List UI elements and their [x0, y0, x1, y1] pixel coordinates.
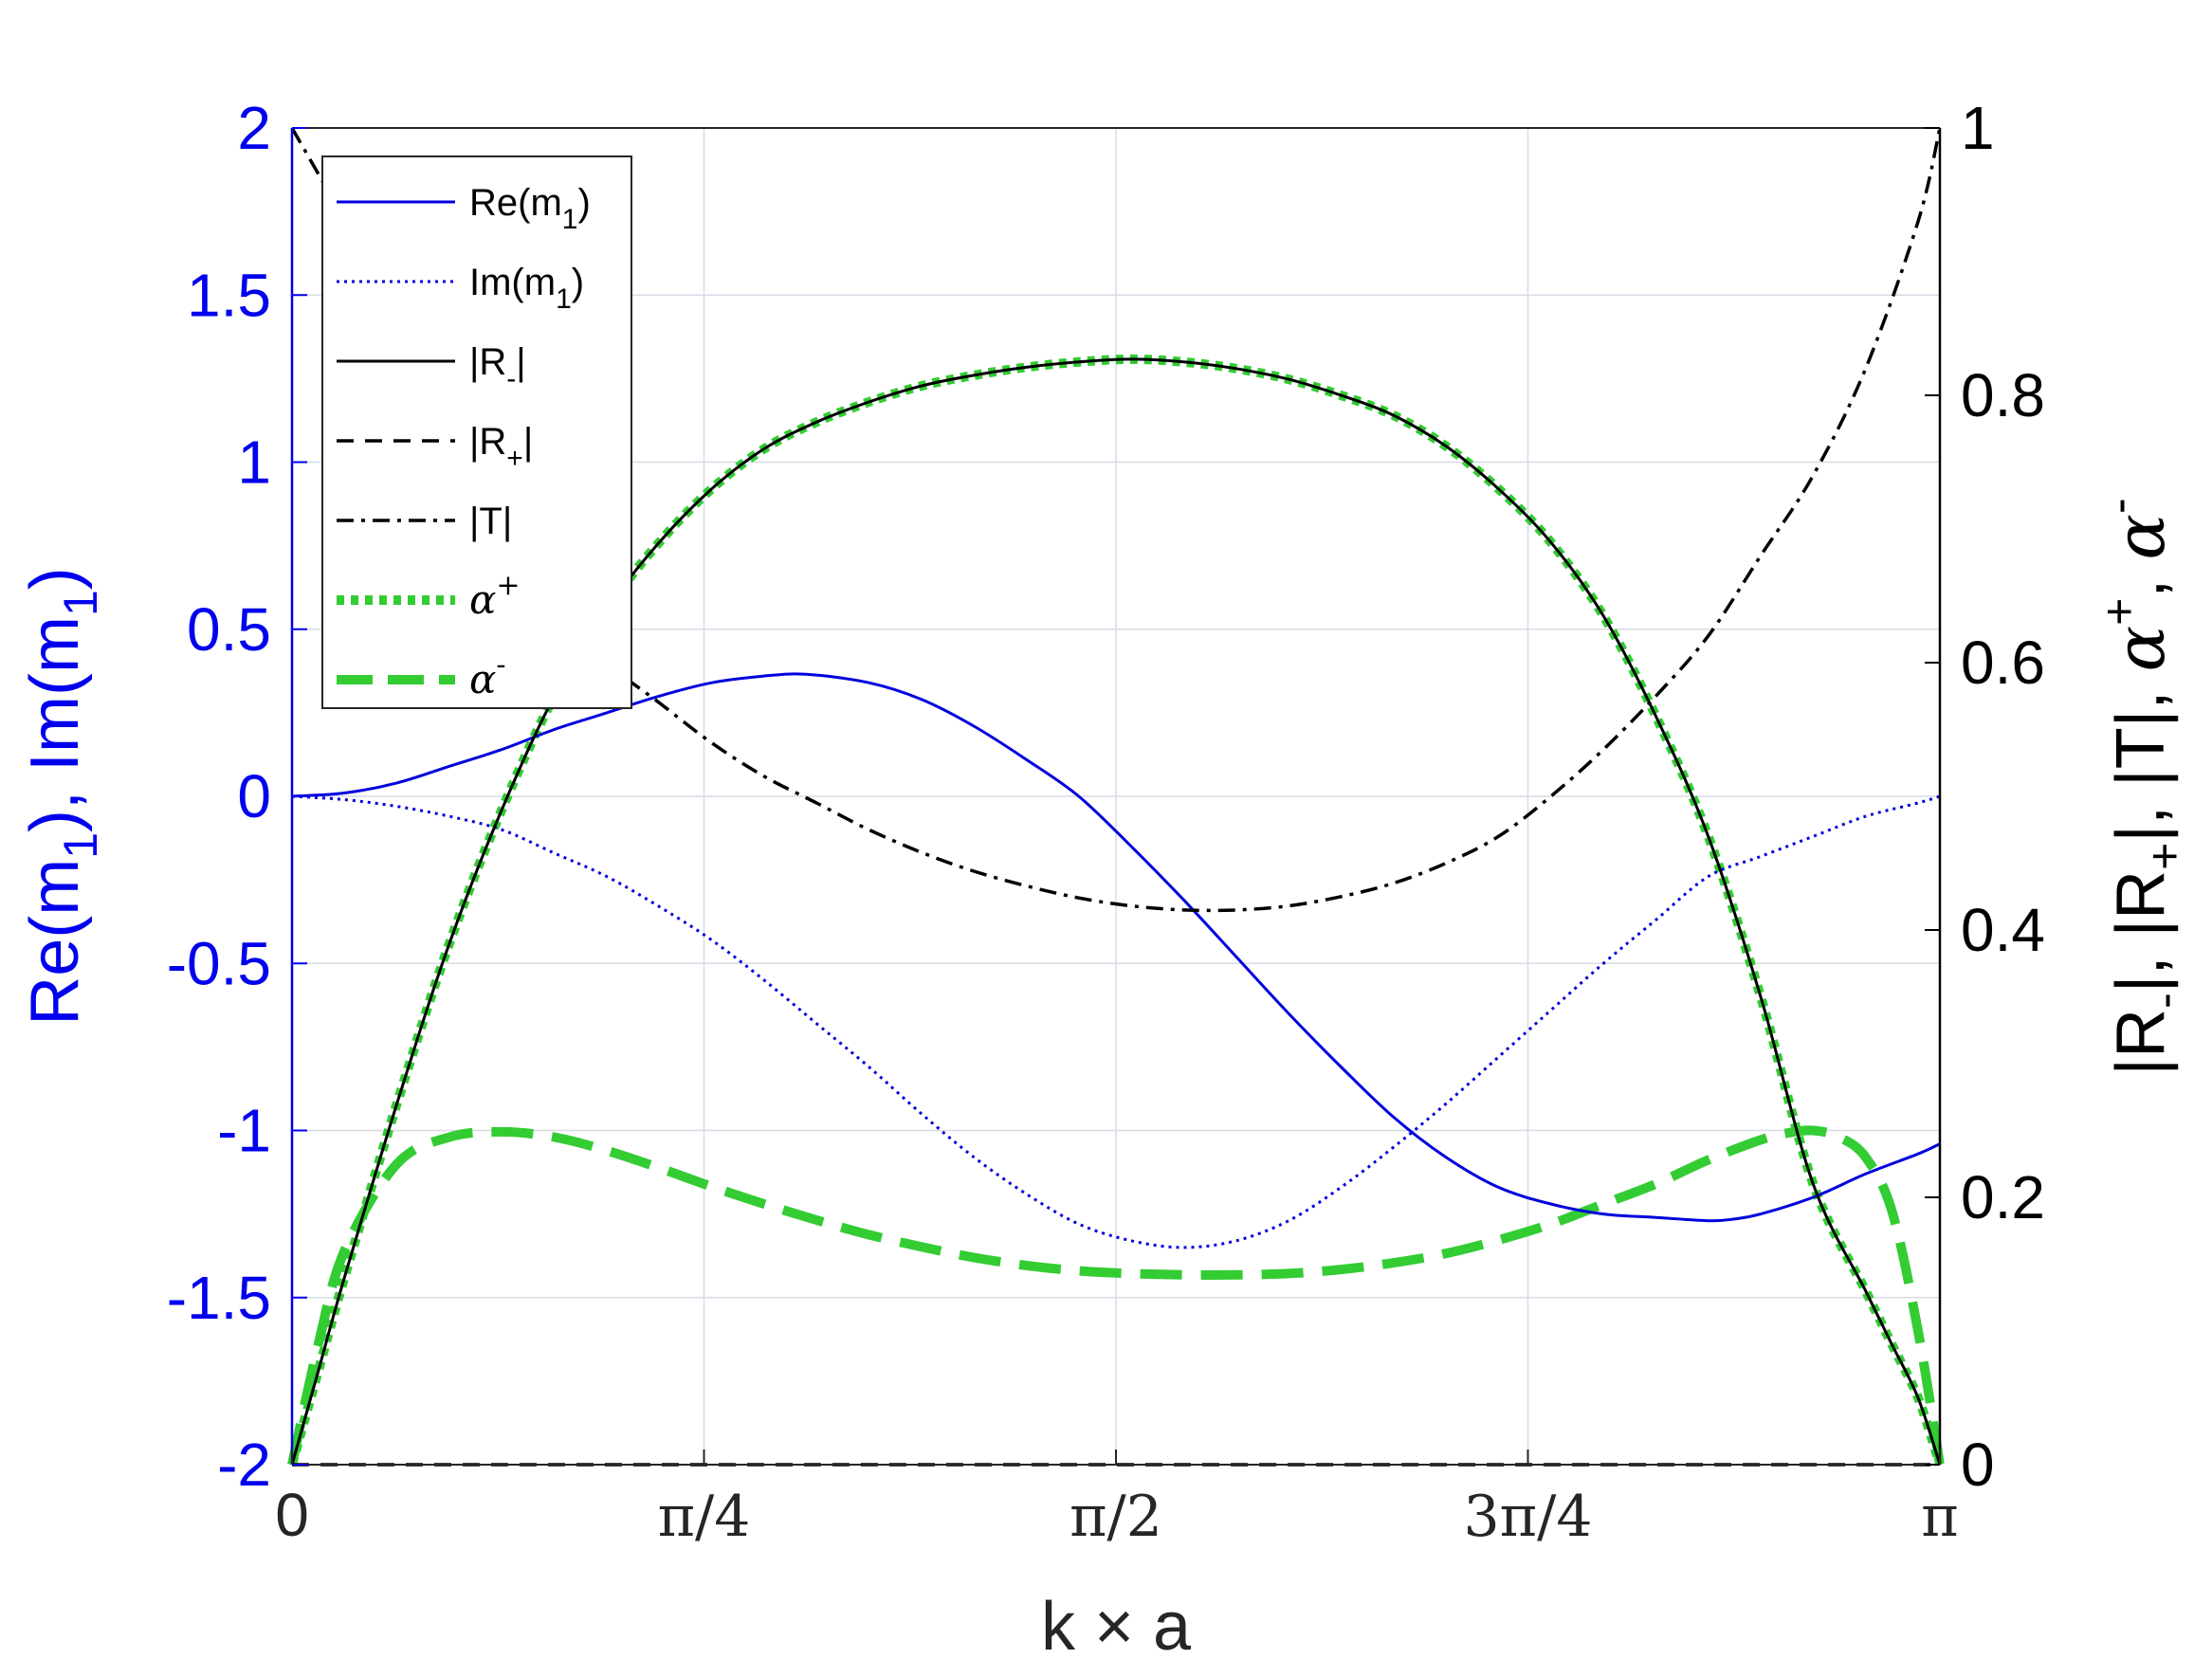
legend-label-1: Im(m1) — [469, 262, 584, 315]
legend-label-6: α- — [469, 648, 506, 702]
left-tick-label-1: 1.5 — [187, 261, 271, 329]
right-axis-title-part-9: - — [2093, 498, 2146, 514]
left-tick-label-3: 0.5 — [187, 595, 271, 664]
right-axis-title-part-4: |, |T|, — [2103, 672, 2179, 843]
legend-label-main-4: |T| — [469, 501, 512, 542]
left-axis-title: Re(m1), Im(m1) — [17, 567, 107, 1026]
x-tick-label-0: 0 — [275, 1481, 309, 1549]
legend-box — [321, 155, 632, 709]
right-tick-label-0: 1 — [1961, 94, 1995, 162]
series-line-4 — [290, 127, 1942, 913]
legend-label-sup-5: + — [496, 569, 520, 602]
legend-label-0: Re(m1) — [469, 182, 591, 235]
legend-label-main-2: |R — [469, 341, 506, 383]
left-tick-label-0: 2 — [237, 94, 271, 162]
right-axis-title-part-0: |R — [2103, 1009, 2179, 1076]
legend-label-main-1: Im(m — [469, 262, 556, 303]
right-axis-title: |R-|, |R+|, |T|, α+, α- — [2093, 498, 2191, 1075]
right-tick-label-4: 0.2 — [1961, 1163, 2045, 1231]
legend-label-3: |R+| — [469, 421, 533, 474]
legend-label-sub-2: - — [506, 363, 516, 394]
left-tick-label-2: 1 — [237, 428, 271, 497]
right-tick-label-1: 0.8 — [1961, 361, 2045, 429]
legend-label-tail-1: ) — [572, 262, 584, 303]
left-tick-label-6: -1 — [217, 1097, 271, 1165]
left-axis-title-part-2: ), Im(m — [17, 616, 93, 832]
left-axis-title-part-0: Re(m — [17, 859, 93, 1026]
right-tick-label-2: 0.6 — [1961, 629, 2045, 697]
legend-label-main-5: α — [469, 576, 496, 623]
left-tick-label-5: -0.5 — [167, 929, 271, 997]
legend-label-sup-6: - — [496, 648, 505, 682]
legend-label-tail-3: | — [523, 421, 533, 463]
legend-label-sub-1: 1 — [556, 283, 572, 315]
legend: Re(m1)Im(m1)|R-||R+||T|α+α- — [321, 155, 632, 709]
right-axis-title-part-5: α — [2100, 626, 2180, 672]
right-axis-title-part-7: , — [2103, 560, 2179, 598]
series-line-1 — [291, 794, 1941, 1249]
left-axis-title-part-3: 1 — [54, 590, 107, 616]
right-axis-title-part-2: |, |R — [2103, 870, 2179, 993]
legend-label-sub-3: + — [506, 443, 523, 474]
series-line-2 — [290, 357, 1942, 1466]
right-tick-label-3: 0.4 — [1961, 896, 2045, 964]
right-axis-title-part-3: + — [2138, 843, 2191, 870]
x-tick-label-4: π — [1921, 1484, 1958, 1550]
x-tick-label-1: π/4 — [658, 1484, 751, 1550]
right-axis-title-part-8: α — [2100, 514, 2180, 560]
series-line-6 — [287, 1125, 1945, 1467]
x-axis-title: k × a — [1041, 1589, 1192, 1659]
legend-label-main-3: |R — [469, 421, 506, 463]
right-axis-title-part-6: + — [2093, 598, 2146, 626]
left-tick-label-4: 0 — [237, 762, 271, 830]
legend-label-main-0: Re(m — [469, 182, 562, 224]
series-line-0 — [291, 672, 1941, 1223]
legend-label-4: |T| — [469, 501, 512, 542]
legend-label-tail-0: ) — [577, 182, 590, 224]
legend-label-sub-0: 1 — [562, 204, 578, 235]
legend-label-tail-2: | — [516, 341, 525, 383]
left-tick-label-8: -2 — [217, 1431, 271, 1499]
right-axis-title-part-1: - — [2138, 993, 2191, 1009]
x-tick-label-2: π/2 — [1069, 1484, 1162, 1550]
x-tick-label-3: 3π/4 — [1464, 1484, 1593, 1550]
left-axis-title-part-4: ) — [17, 567, 93, 590]
legend-label-2: |R-| — [469, 341, 526, 394]
legend-label-5: α+ — [469, 569, 521, 623]
axes-group: 21.510.50-0.5-1-1.5-210.80.60.40.200 π/4 π… — [17, 94, 2191, 1659]
legend-label-main-6: α — [469, 656, 496, 702]
right-tick-label-5: 0 — [1961, 1431, 1995, 1499]
left-tick-label-7: -1.5 — [167, 1264, 271, 1332]
left-axis-title-part-1: 1 — [54, 832, 107, 859]
